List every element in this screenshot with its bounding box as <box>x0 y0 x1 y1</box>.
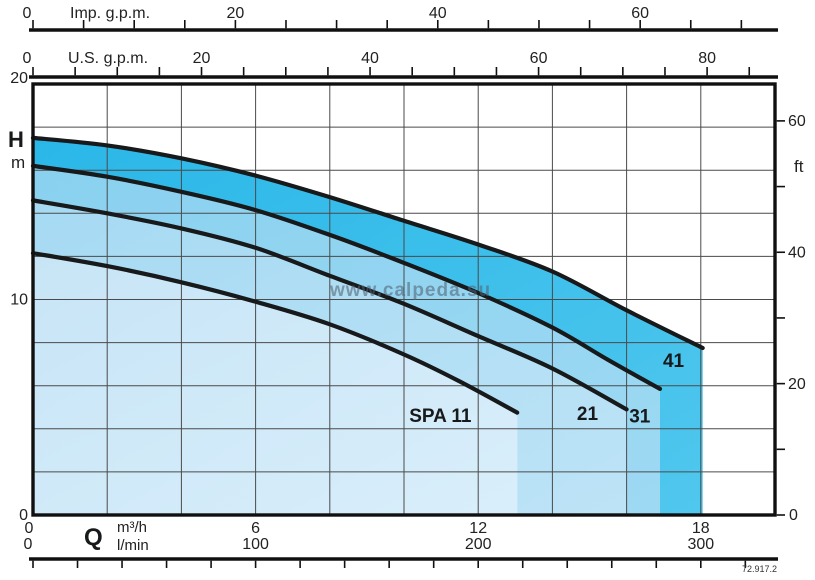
ft-zero-label: 0 <box>789 507 798 524</box>
us-gpm-axis-title: U.S. g.p.m. <box>68 50 148 67</box>
imp-gpm-axis-tick-label: 60 <box>631 5 649 22</box>
lmin-unit-label: l/min <box>117 537 149 554</box>
curve-label-SPA21: 21 <box>577 404 599 425</box>
us-gpm-axis-tick-label: 60 <box>530 50 548 67</box>
pump-curve-SPA31 <box>30 163 663 391</box>
curve-label-SPA11: SPA 11 <box>409 406 472 427</box>
q-axis-symbol: Q <box>84 524 103 551</box>
h-tick-label: 0 <box>19 507 28 524</box>
m3h-tick-label: 6 <box>251 520 260 537</box>
ft-tick-label: 40 <box>788 244 806 261</box>
imp-gpm-axis-tick-label: 40 <box>429 5 447 22</box>
h-axis-unit: m <box>11 153 25 172</box>
h-axis-symbol: H <box>8 127 24 152</box>
ft-tick-label: 20 <box>788 376 806 393</box>
pump-curve-SPA21 <box>30 198 629 412</box>
m3h-tick-label: 18 <box>692 520 710 537</box>
lmin-tick-label: 300 <box>687 536 714 553</box>
band-fill-SPA21-31 <box>33 165 660 515</box>
us-gpm-axis-tick-label: 40 <box>361 50 379 67</box>
m3h-unit-label: m³/h <box>117 519 147 536</box>
us-gpm-axis-tick-label: 0 <box>23 50 32 67</box>
pump-curve-SPA11 <box>30 251 520 415</box>
us-gpm-axis-tick-label: 20 <box>193 50 211 67</box>
imp-gpm-axis-tick-label: 0 <box>23 5 32 22</box>
watermark-text: www.calpeda.su <box>330 280 492 301</box>
band-fill-below-SPA11 <box>33 253 518 516</box>
plot-border <box>31 82 777 517</box>
pump-curve-SPA41 <box>30 135 705 351</box>
curve-label-SPA41: 41 <box>663 351 685 372</box>
curve-label-SPA31: 31 <box>629 406 651 427</box>
ft-axis-unit: ft <box>794 157 804 176</box>
ft-tick-label: 60 <box>788 113 806 130</box>
lmin-tick-label: 200 <box>465 536 492 553</box>
imp-gpm-axis-title: Imp. g.p.m. <box>70 5 150 22</box>
h-tick-label: 20 <box>10 70 28 87</box>
lmin-tick-label: 100 <box>242 536 269 553</box>
catalog-number: 72.917.2 <box>741 564 777 574</box>
lmin-tick-label: 0 <box>24 536 33 553</box>
h-tick-label: 10 <box>10 292 28 309</box>
m3h-tick-label: 0 <box>25 520 34 537</box>
imp-gpm-axis-tick-label: 20 <box>226 5 244 22</box>
m3h-tick-label: 12 <box>469 520 487 537</box>
us-gpm-axis-tick-label: 80 <box>698 50 716 67</box>
